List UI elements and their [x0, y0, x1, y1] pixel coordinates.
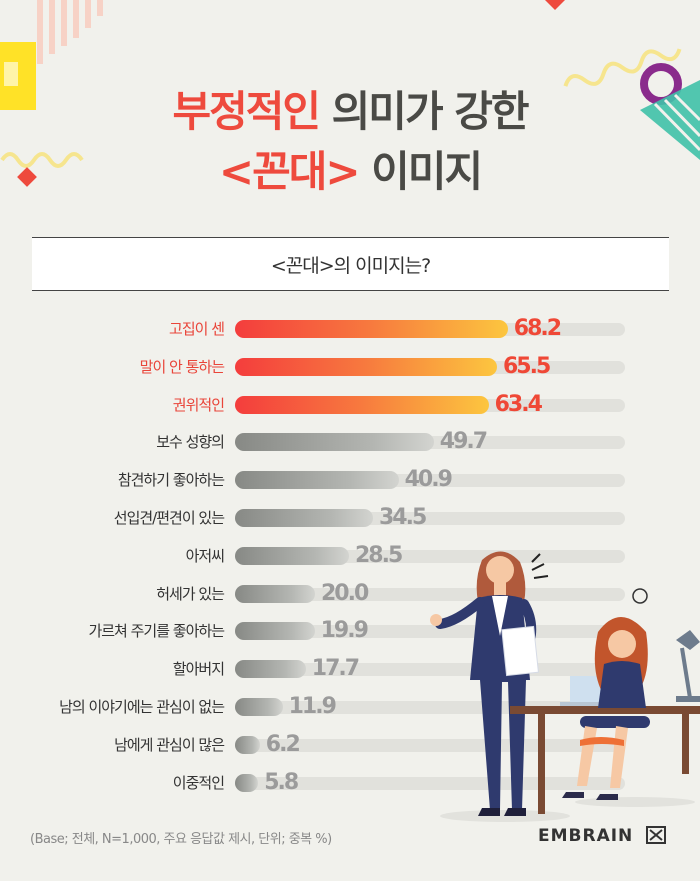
standing-woman-icon — [430, 551, 549, 816]
value-label: 6.2 — [265, 732, 301, 757]
category-label: 권위적인 — [172, 396, 225, 414]
brand-name: EMBRAIN — [538, 826, 634, 846]
category-label: 참견하기 좋아하는 — [117, 471, 225, 489]
value-label: 19.9 — [320, 618, 369, 643]
value-label: 40.9 — [404, 467, 453, 492]
value-label: 20.0 — [321, 581, 369, 606]
category-label: 허세가 있는 — [156, 585, 225, 603]
category-label: 할아버지 — [172, 660, 225, 678]
page-title-line-2: <꼰대> 이미지 — [0, 138, 700, 199]
seated-woman-icon — [562, 588, 650, 800]
value-label: 49.7 — [439, 429, 488, 454]
bar — [235, 622, 315, 640]
value-label: 68.2 — [513, 316, 562, 341]
value-label: 34.5 — [379, 505, 427, 530]
category-label: 선입견/편견이 있는 — [113, 509, 225, 527]
value-label: 28.5 — [355, 543, 403, 568]
category-label: 남의 이야기에는 관심이 없는 — [59, 698, 225, 716]
page-title-line-1: 부정적인 의미가 강한 — [0, 78, 700, 139]
value-label: 5.8 — [264, 770, 299, 795]
title-highlight-1: 부정적인 — [172, 87, 321, 136]
category-label: 남에게 관심이 많은 — [114, 736, 225, 754]
bar — [235, 471, 399, 489]
bar — [235, 433, 434, 451]
illustration — [430, 551, 700, 822]
title-rest-2: 이미지 — [358, 147, 483, 196]
bar — [235, 358, 497, 376]
desk-lamp-icon — [676, 630, 700, 702]
title-highlight-2: <꼰대> — [218, 147, 361, 196]
bar-track — [235, 588, 625, 601]
base-note: (Base; 전체, N=1,000, 주요 응답값 제시, 단위; 중복 %) — [30, 832, 332, 847]
category-label: 말이 안 통하는 — [139, 358, 225, 376]
bar — [235, 585, 315, 603]
bar — [235, 774, 259, 792]
bar — [235, 547, 349, 565]
chart-subtitle: <꼰대>의 이미지는? — [32, 237, 669, 291]
chart-subtitle-text: <꼰대>의 이미지는? — [270, 254, 431, 277]
value-label: 17.7 — [311, 656, 360, 681]
bar — [235, 396, 489, 414]
value-label: 65.5 — [503, 354, 551, 379]
category-label: 이중적인 — [172, 774, 225, 792]
value-label: 11.9 — [288, 694, 337, 719]
bar — [235, 509, 373, 527]
value-label: 63.4 — [494, 392, 543, 417]
brand-logo: EMBRAIN — [538, 826, 667, 846]
bar — [235, 660, 306, 678]
category-label: 아저씨 — [185, 547, 225, 565]
bar — [235, 698, 283, 716]
bar-track — [235, 739, 625, 752]
bar — [235, 736, 260, 754]
brand-mark-icon — [646, 826, 667, 844]
category-label: 고집이 센 — [169, 320, 225, 338]
category-label: 보수 성향의 — [156, 433, 225, 451]
bar — [235, 320, 508, 338]
category-label: 가르쳐 주기를 좋아하는 — [88, 622, 225, 640]
title-rest-1: 의미가 강한 — [319, 87, 530, 136]
bar-track — [235, 777, 625, 790]
